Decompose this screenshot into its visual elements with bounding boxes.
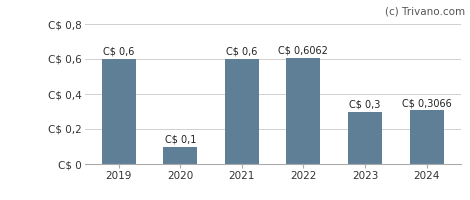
Text: C$ 0,6062: C$ 0,6062	[278, 46, 329, 56]
Bar	[348, 112, 382, 164]
Bar	[163, 146, 197, 164]
Bar	[102, 59, 135, 164]
Text: C$ 0,6: C$ 0,6	[103, 47, 134, 57]
Bar	[410, 110, 444, 164]
Text: C$ 0,3: C$ 0,3	[349, 99, 381, 109]
Bar	[286, 58, 321, 164]
Text: C$ 0,3066: C$ 0,3066	[402, 98, 452, 108]
Bar	[225, 59, 259, 164]
Text: (c) Trivano.com: (c) Trivano.com	[385, 6, 465, 16]
Text: C$ 0,1: C$ 0,1	[164, 134, 196, 144]
Text: C$ 0,6: C$ 0,6	[226, 47, 258, 57]
